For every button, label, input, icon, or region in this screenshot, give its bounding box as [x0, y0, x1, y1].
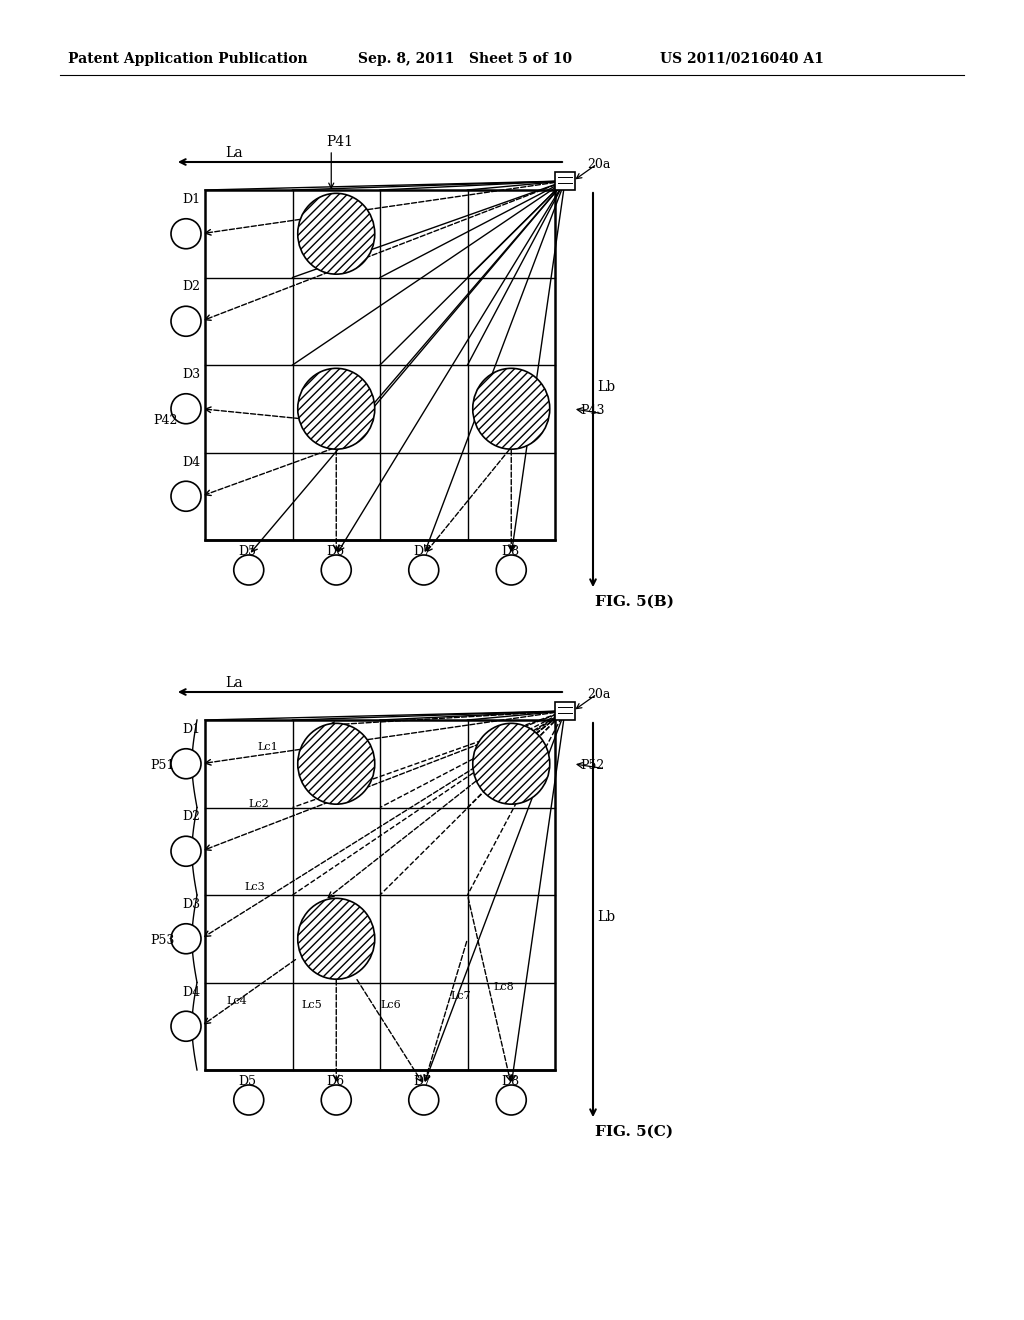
Ellipse shape [473, 368, 550, 449]
Text: Lb: Lb [597, 380, 615, 393]
Text: Lc6: Lc6 [380, 1001, 400, 1010]
Ellipse shape [298, 723, 375, 804]
Text: 20a: 20a [587, 158, 610, 172]
Text: US 2011/0216040 A1: US 2011/0216040 A1 [660, 51, 824, 66]
Text: Lc3: Lc3 [245, 882, 265, 892]
Circle shape [171, 219, 201, 248]
Text: D7: D7 [414, 1074, 432, 1088]
Bar [205, 190, 555, 540]
Circle shape [409, 1085, 438, 1115]
Circle shape [171, 306, 201, 337]
Circle shape [409, 554, 438, 585]
Text: P42: P42 [153, 413, 177, 426]
Circle shape [497, 554, 526, 585]
Text: D6: D6 [327, 1074, 344, 1088]
Ellipse shape [298, 899, 375, 979]
Bar [555, 702, 575, 719]
Text: D8: D8 [502, 545, 519, 558]
Text: Sep. 8, 2011   Sheet 5 of 10: Sep. 8, 2011 Sheet 5 of 10 [358, 51, 572, 66]
Bar [205, 719, 555, 1071]
Text: D4: D4 [182, 455, 200, 469]
Text: Lc2: Lc2 [249, 799, 269, 809]
Circle shape [171, 837, 201, 866]
Circle shape [171, 1011, 201, 1041]
Text: D1: D1 [182, 193, 200, 206]
Text: P41: P41 [327, 135, 353, 149]
Text: D5: D5 [239, 545, 257, 558]
Circle shape [233, 554, 264, 585]
Circle shape [322, 1085, 351, 1115]
Text: 20a: 20a [587, 688, 610, 701]
Text: D5: D5 [239, 1074, 257, 1088]
Text: Lc4: Lc4 [227, 995, 248, 1006]
Circle shape [497, 1085, 526, 1115]
Text: D2: D2 [182, 281, 200, 293]
Text: La: La [225, 147, 243, 160]
Text: FIG. 5(B): FIG. 5(B) [595, 595, 674, 609]
Text: D3: D3 [182, 368, 200, 381]
Text: D6: D6 [327, 545, 344, 558]
Ellipse shape [473, 723, 550, 804]
Text: Lc1: Lc1 [257, 742, 279, 752]
Ellipse shape [298, 368, 375, 449]
Text: La: La [225, 676, 243, 690]
Text: Lc8: Lc8 [494, 982, 514, 993]
Text: D1: D1 [182, 723, 200, 737]
Bar [555, 172, 575, 190]
Text: FIG. 5(C): FIG. 5(C) [595, 1125, 673, 1139]
Text: P43: P43 [580, 404, 604, 417]
Text: D4: D4 [182, 986, 200, 998]
Text: D2: D2 [182, 810, 200, 824]
Text: Lc7: Lc7 [450, 991, 471, 1002]
Circle shape [171, 393, 201, 424]
Text: Lb: Lb [597, 909, 615, 924]
Circle shape [171, 482, 201, 511]
Circle shape [233, 1085, 264, 1115]
Text: P53: P53 [150, 933, 174, 946]
Text: P51: P51 [150, 759, 174, 772]
Ellipse shape [298, 193, 375, 275]
Text: D7: D7 [414, 545, 432, 558]
Text: Patent Application Publication: Patent Application Publication [68, 51, 307, 66]
Text: P52: P52 [580, 759, 604, 772]
Text: Lc5: Lc5 [301, 1001, 322, 1010]
Circle shape [171, 924, 201, 954]
Text: D3: D3 [182, 898, 200, 911]
Text: D8: D8 [502, 1074, 519, 1088]
Circle shape [171, 748, 201, 779]
Circle shape [322, 554, 351, 585]
